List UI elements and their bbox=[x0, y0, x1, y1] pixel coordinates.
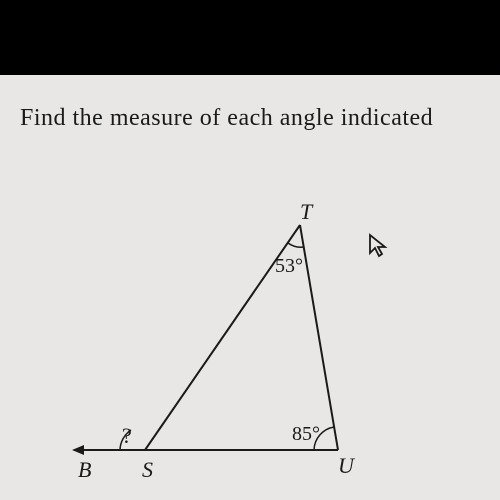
angle-U-label: 85° bbox=[292, 423, 320, 446]
vertex-T-label: T bbox=[300, 199, 312, 225]
triangle-diagram: T U S B 53° 85° ? bbox=[70, 205, 420, 485]
vertex-U-label: U bbox=[338, 453, 354, 479]
vertex-B-label: B bbox=[78, 457, 91, 483]
screen-top-strip bbox=[0, 0, 500, 75]
document-page: Find the measure of each angle indicated… bbox=[0, 75, 500, 500]
angle-T-label: 53° bbox=[275, 255, 303, 278]
vertex-S-label: S bbox=[142, 457, 153, 483]
angle-unknown-label: ? bbox=[122, 423, 132, 449]
question-text: Find the measure of each angle indicated bbox=[20, 105, 433, 132]
mouse-cursor-icon bbox=[368, 233, 388, 266]
